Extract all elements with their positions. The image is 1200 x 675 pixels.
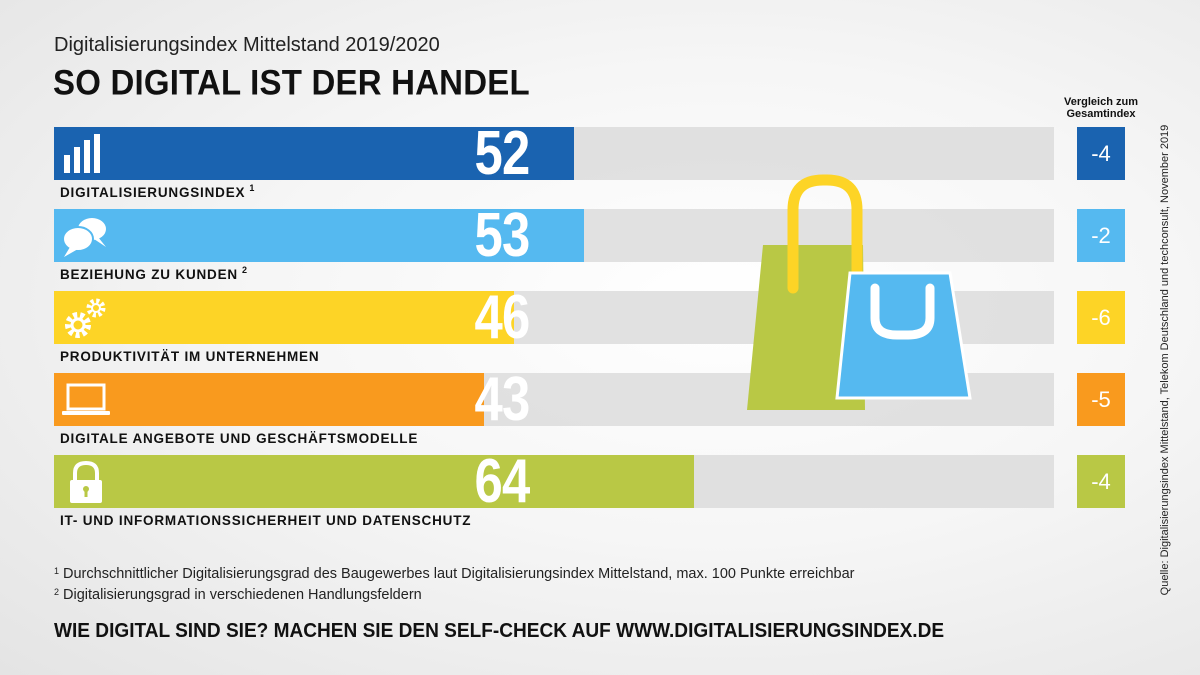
speech-bubbles-icon bbox=[60, 213, 112, 259]
bar: 64 bbox=[54, 447, 694, 516]
bar: 52 bbox=[54, 119, 574, 188]
bar: 43 bbox=[54, 369, 530, 431]
footnote-1: 1 Durchschnittlicher Digitalisierungsgrad… bbox=[54, 566, 855, 582]
category-label: IT- UND INFORMATIONSSICHERHEIT UND DATEN… bbox=[60, 513, 472, 528]
bar-value-label: 52 bbox=[474, 119, 531, 188]
category-label: PRODUKTIVITÄT IM UNTERNEHMEN bbox=[60, 349, 320, 364]
category-label: BEZIEHUNG ZU KUNDEN 2 bbox=[60, 265, 248, 282]
category-label: DIGITALE ANGEBOTE UND GESCHÄFTSMODELLE bbox=[60, 431, 419, 446]
source-note: Quelle: Digitalisierungsindex Mittelstan… bbox=[1159, 124, 1171, 596]
self-check-call-to-action: WIE DIGITAL SIND SIE? MACHEN SIE DEN SEL… bbox=[54, 619, 945, 642]
page-title: SO DIGITAL IST DER HANDEL bbox=[53, 62, 530, 102]
bar-value-label: 43 bbox=[474, 365, 531, 434]
bar-value-label: 46 bbox=[474, 283, 531, 352]
bar: 46 bbox=[54, 287, 530, 349]
bar-value-label: 64 bbox=[474, 447, 531, 516]
comparison-badge: -4 bbox=[1077, 455, 1125, 508]
comparison-header: Vergleich zum Gesamtindex bbox=[1064, 96, 1138, 120]
laptop-icon bbox=[60, 377, 112, 423]
footnote-2: 2 Digitalisierungsgrad in verschiedenen H… bbox=[54, 587, 422, 603]
comparison-badge: -4 bbox=[1077, 127, 1125, 180]
category-label: DIGITALISIERUNGSINDEX 1 bbox=[60, 183, 256, 200]
subtitle: Digitalisierungsindex Mittelstand 2019/2… bbox=[54, 34, 440, 56]
comparison-badge: -5 bbox=[1077, 373, 1125, 426]
padlock-icon bbox=[60, 459, 112, 505]
comparison-badge: -2 bbox=[1077, 209, 1125, 262]
shopping-bags-icon bbox=[747, 174, 972, 410]
bar: 53 bbox=[54, 201, 584, 270]
gears-icon bbox=[60, 295, 112, 341]
bar-value-label: 53 bbox=[474, 201, 531, 270]
bar-chart-icon bbox=[60, 131, 112, 177]
comparison-badge: -6 bbox=[1077, 291, 1125, 344]
